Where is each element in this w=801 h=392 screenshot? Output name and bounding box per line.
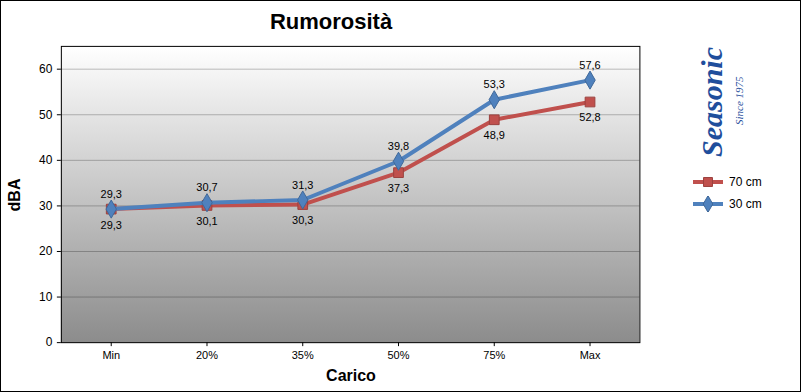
svg-text:57,6: 57,6 xyxy=(579,59,600,71)
html-text:70 cm: 70 cm xyxy=(729,175,762,189)
svg-text:Max: Max xyxy=(580,349,601,361)
svg-text:48,9: 48,9 xyxy=(484,129,505,141)
svg-text:30,1: 30,1 xyxy=(196,215,217,227)
svg-text:20%: 20% xyxy=(196,349,218,361)
html-text:30 cm: 30 cm xyxy=(729,197,762,211)
svg-text:35%: 35% xyxy=(292,349,314,361)
svg-text:50%: 50% xyxy=(388,349,410,361)
svg-text:50: 50 xyxy=(39,108,53,122)
svg-text:75%: 75% xyxy=(483,349,505,361)
html-text:dBA: dBA xyxy=(6,178,24,212)
html-text:Rumorosità: Rumorosità xyxy=(269,9,393,34)
svg-text:30,3: 30,3 xyxy=(292,214,313,226)
svg-text:31,3: 31,3 xyxy=(292,179,313,191)
svg-text:29,3: 29,3 xyxy=(101,188,122,200)
html-text:Carico: Carico xyxy=(326,367,376,384)
html-text:Seasonic: Seasonic xyxy=(695,47,728,157)
svg-text:40: 40 xyxy=(39,153,53,167)
svg-text:10: 10 xyxy=(39,290,53,304)
svg-text:30: 30 xyxy=(39,199,53,213)
svg-text:39,8: 39,8 xyxy=(388,140,409,152)
html-text:Since 1975: Since 1975 xyxy=(733,76,745,125)
svg-text:0: 0 xyxy=(46,335,53,349)
svg-text:29,3: 29,3 xyxy=(101,219,122,231)
svg-text:52,8: 52,8 xyxy=(579,111,600,123)
svg-text:37,3: 37,3 xyxy=(388,182,409,194)
svg-text:53,3: 53,3 xyxy=(484,78,505,90)
svg-text:30,7: 30,7 xyxy=(196,181,217,193)
svg-text:60: 60 xyxy=(39,62,53,76)
svg-text:Min: Min xyxy=(102,349,120,361)
svg-text:20: 20 xyxy=(39,244,53,258)
